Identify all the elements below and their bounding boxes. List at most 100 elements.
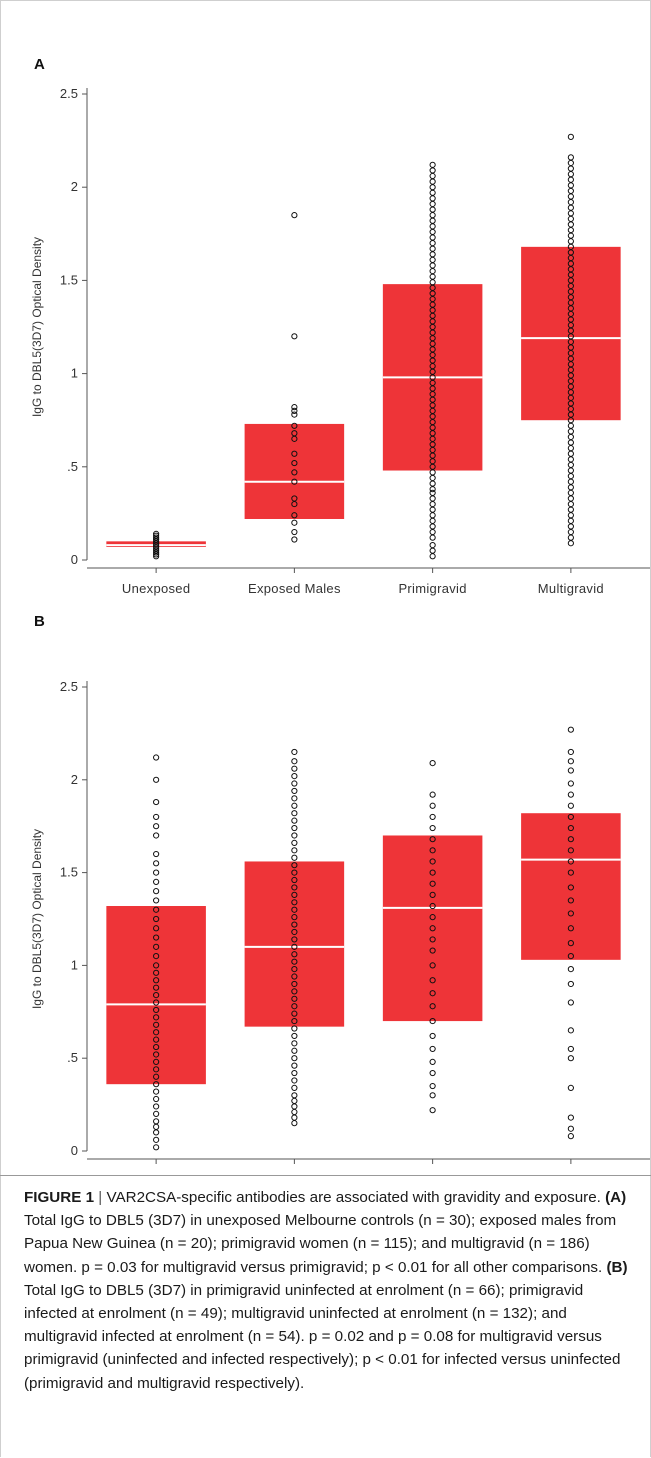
data-point (567, 154, 574, 161)
data-point (429, 228, 436, 236)
data-point (429, 547, 436, 554)
data-point (567, 182, 574, 189)
data-point (567, 215, 574, 222)
caption-a-label: (A) (605, 1189, 627, 1206)
x-category-label: Uninfected (262, 1172, 327, 1174)
data-point (567, 517, 574, 524)
data-point (291, 1120, 298, 1127)
data-point (291, 787, 298, 795)
data-point (291, 765, 298, 772)
data-point (291, 1025, 298, 1032)
data-point (291, 758, 298, 765)
data-point (291, 536, 298, 543)
data-point (567, 199, 574, 206)
y-tick-label: 2 (71, 179, 78, 194)
data-point (567, 897, 574, 904)
data-point (153, 754, 160, 761)
data-point (153, 953, 160, 960)
data-point (153, 1058, 160, 1066)
data-point (153, 1014, 160, 1021)
data-point (429, 267, 436, 275)
data-point (291, 519, 298, 526)
data-point (567, 767, 574, 774)
data-point (567, 999, 574, 1006)
data-point (429, 469, 436, 476)
x-category-label: Uninfected (124, 1172, 189, 1174)
data-point (429, 486, 436, 493)
data-point (153, 984, 160, 991)
data-point (291, 1114, 298, 1121)
data-point (429, 914, 436, 921)
data-point (291, 951, 298, 958)
data-point (153, 888, 160, 895)
data-point (429, 1017, 436, 1025)
data-point (291, 876, 298, 884)
data-point (291, 1097, 298, 1104)
data-point (153, 943, 160, 950)
y-tick-label: 0 (71, 1143, 78, 1158)
data-point (291, 333, 298, 340)
data-point (153, 897, 160, 904)
data-point (567, 534, 574, 541)
data-point (567, 221, 574, 228)
data-point (153, 991, 160, 999)
data-point (153, 860, 160, 867)
data-point (429, 1069, 436, 1077)
data-point (291, 921, 298, 928)
data-point (429, 206, 436, 213)
data-point (567, 953, 574, 960)
data-point (567, 910, 574, 917)
data-point (567, 187, 574, 195)
data-point (429, 273, 436, 280)
data-point (429, 534, 436, 541)
data-point (567, 238, 574, 245)
data-point (291, 869, 298, 876)
data-point (291, 847, 298, 854)
data-point (291, 958, 298, 965)
data-point (291, 1047, 298, 1054)
data-point (291, 478, 298, 485)
data-point (567, 450, 574, 457)
data-point (567, 1027, 574, 1034)
box-3 (382, 835, 483, 1022)
caption-divider (0, 1175, 651, 1176)
caption-a-text: Total IgG to DBL5 (3D7) in unexposed Mel… (24, 1212, 617, 1276)
data-point (291, 495, 298, 502)
panel-a-chart: A IgG to DBL5(3D7) Optical Density 0 .5 1 1.5… (30, 56, 650, 596)
x-category-label: Primigravid (398, 581, 466, 596)
data-point (291, 1092, 298, 1099)
data-point (429, 251, 436, 258)
data-point (153, 969, 160, 976)
data-point (291, 748, 298, 756)
data-point (567, 159, 574, 167)
data-point (291, 528, 298, 536)
data-point (291, 1103, 298, 1110)
data-point (291, 839, 298, 847)
data-point (153, 915, 160, 923)
data-point (567, 495, 574, 502)
data-point (567, 512, 574, 519)
caption-figure-label: FIGURE 1 (24, 1189, 95, 1206)
data-point (567, 422, 574, 429)
data-point (567, 456, 574, 463)
data-point (153, 1043, 160, 1051)
data-point (153, 530, 160, 538)
data-point (291, 1069, 298, 1077)
data-point (429, 1045, 436, 1053)
data-point (153, 1095, 160, 1103)
data-point (153, 532, 160, 539)
data-point (429, 891, 436, 898)
data-point (567, 836, 574, 843)
data-point (567, 1133, 574, 1140)
x-category-label: Infected (547, 1172, 596, 1174)
data-point (153, 1021, 160, 1028)
data-point (429, 512, 436, 519)
data-point (429, 902, 436, 910)
data-point (153, 1103, 160, 1110)
data-point (291, 980, 298, 988)
data-point (567, 1114, 574, 1121)
data-point (153, 906, 160, 913)
data-point (567, 726, 574, 733)
data-point (429, 553, 436, 560)
box-2 (244, 423, 345, 519)
